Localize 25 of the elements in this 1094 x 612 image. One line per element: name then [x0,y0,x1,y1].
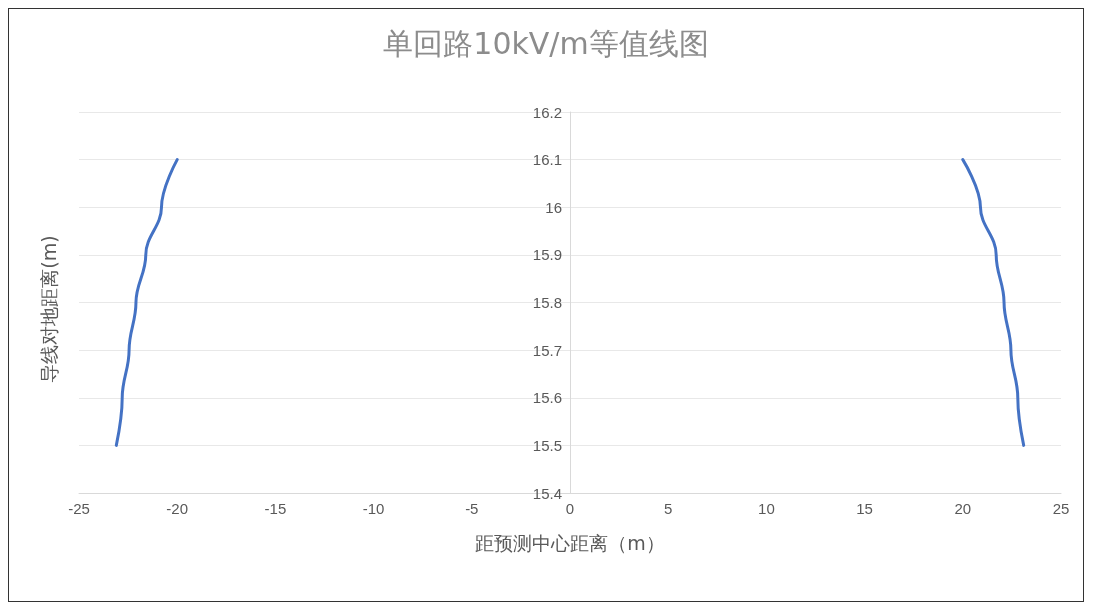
y-tick-label: 15.9 [532,246,562,264]
y-tick-label: 15.5 [532,436,562,454]
y-tick-label: 15.8 [532,294,562,311]
line-series [114,158,179,447]
x-tick-label: 20 [954,500,972,517]
line-series [961,158,1026,447]
x-tick-label: -5 [465,500,479,517]
y-axis-title: 导线对地距离(m) [38,235,60,383]
y-tick-label: 16.2 [532,103,562,121]
x-tick-label: 25 [1052,500,1070,517]
x-tick-label: 10 [758,500,775,517]
y-tick-label: 15.4 [532,484,562,502]
x-tick-label: 5 [664,500,673,517]
x-tick-label: -25 [68,500,90,517]
x-tick-label: 0 [565,500,575,517]
chart-title: 单回路10kV/m等值线图 [383,25,709,61]
y-tick-label: 15.7 [532,341,562,359]
x-tick-label: -15 [264,500,287,517]
x-tick-label: -10 [362,500,385,517]
y-tick-label: 15.6 [532,389,562,407]
x-axis-title: 距预测中心距离（m） [475,531,665,554]
x-tick-label: 15 [856,500,873,517]
x-tick-label: -20 [166,500,189,517]
y-tick-label: 16.1 [532,151,562,169]
y-tick-label: 16 [545,198,562,216]
